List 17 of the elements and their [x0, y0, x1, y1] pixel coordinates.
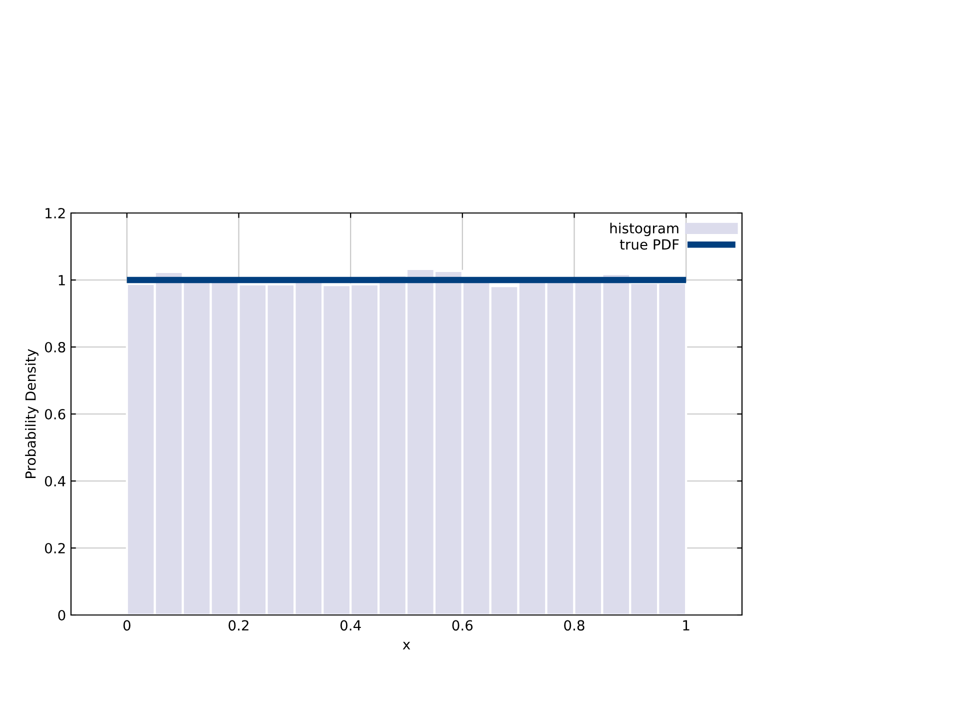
x-tick-label: 0 [123, 620, 130, 631]
x-axis-title: x [402, 642, 410, 650]
y-tick-label: 1.2 [46, 208, 65, 218]
x-tick-label: 0.2 [228, 620, 248, 631]
x-tick-label: 1 [683, 620, 690, 630]
y-axis-title: Probability Density [25, 349, 38, 478]
legend-label: true PDF [620, 239, 679, 250]
y-tick-label: 0.2 [44, 542, 65, 554]
x-tick-label: 0.6 [452, 620, 473, 631]
y-tick-label: 0.4 [44, 476, 66, 486]
y-tick-label: 1 [58, 275, 65, 286]
x-tick-label: 0.8 [564, 620, 584, 631]
y-tick-label: 0.8 [44, 342, 66, 352]
y-tick-label: 0.6 [44, 408, 66, 420]
y-tick-label: 0 [58, 610, 66, 620]
text: histogram [610, 222, 678, 236]
x-tick-label: 0.4 [340, 620, 361, 631]
